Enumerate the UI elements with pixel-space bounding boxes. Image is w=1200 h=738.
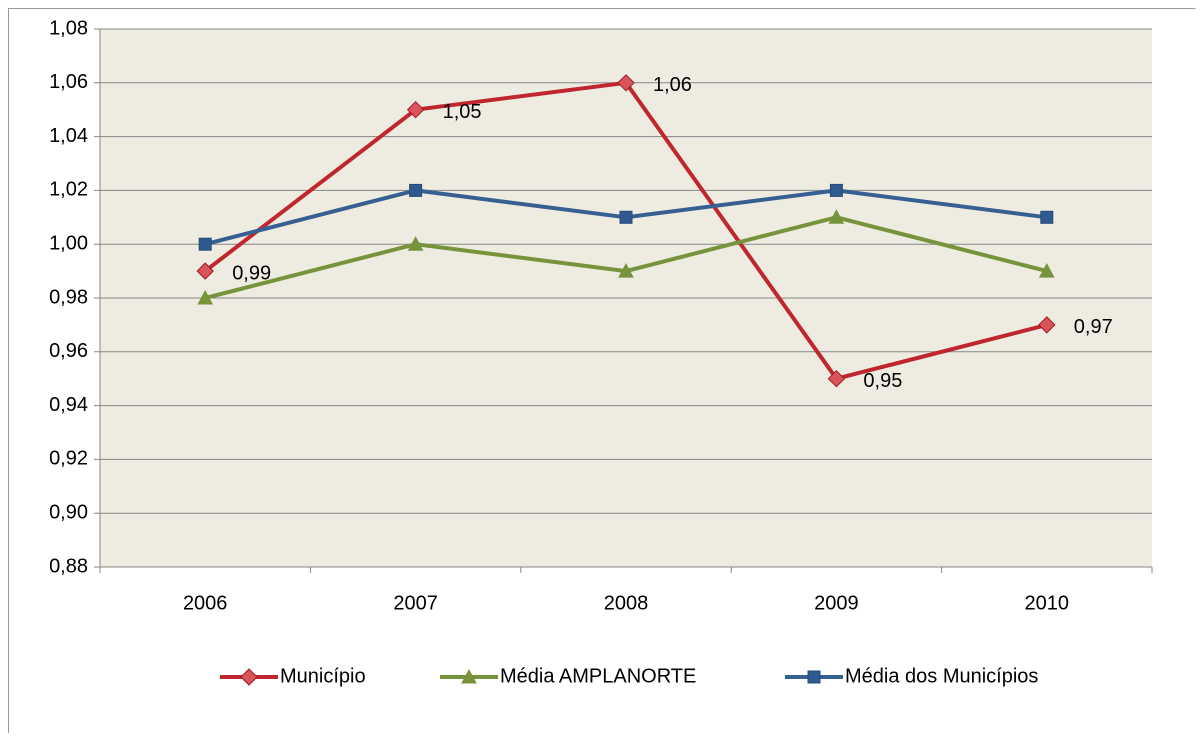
data-label: 1,05 <box>443 101 482 123</box>
point <box>827 369 846 388</box>
legend-label: Média AMPLANORTE <box>500 665 696 687</box>
point <box>406 100 425 119</box>
data-label: 0,97 <box>1074 316 1113 338</box>
point <box>617 74 635 92</box>
x-tick-label: 2010 <box>1025 592 1070 614</box>
legend-label: Média dos Municípios <box>845 665 1038 687</box>
legend-label: Município <box>280 665 366 687</box>
chart-border <box>8 8 1196 733</box>
point <box>409 183 423 197</box>
x-tick-label: 2008 <box>604 592 649 614</box>
legend-marker <box>807 670 821 684</box>
y-tick-label: 1,02 <box>49 179 88 201</box>
legend-marker <box>461 668 477 684</box>
point <box>619 210 633 224</box>
y-tick-label: 1,04 <box>49 125 88 147</box>
y-tick-label: 0,94 <box>49 394 88 416</box>
y-tick-label: 0,98 <box>49 286 88 308</box>
point <box>829 183 843 197</box>
data-label: 0,99 <box>232 262 271 284</box>
y-tick-label: 0,90 <box>49 501 88 523</box>
y-tick-label: 1,08 <box>49 17 88 39</box>
point <box>828 209 845 224</box>
y-tick-label: 0,96 <box>49 340 88 362</box>
point <box>618 263 634 278</box>
point <box>198 237 212 251</box>
point <box>1038 316 1056 334</box>
data-label: 0,95 <box>863 370 902 392</box>
y-tick-label: 1,06 <box>49 71 88 93</box>
x-tick-label: 2007 <box>393 592 438 614</box>
point <box>196 262 214 280</box>
y-tick-label: 1,00 <box>49 232 88 254</box>
legend-marker <box>240 668 258 686</box>
point <box>1038 263 1055 278</box>
point <box>1040 210 1054 224</box>
point <box>407 236 424 251</box>
y-tick-label: 0,88 <box>49 555 88 577</box>
x-tick-label: 2006 <box>183 592 228 614</box>
y-tick-label: 0,92 <box>49 448 88 470</box>
point <box>197 289 214 305</box>
data-label: 1,06 <box>653 74 692 96</box>
x-tick-label: 2009 <box>814 592 859 614</box>
